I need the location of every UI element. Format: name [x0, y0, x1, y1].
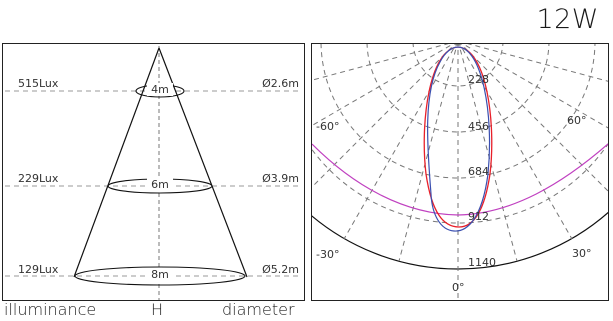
radial-r45	[460, 44, 608, 192]
angle-label-60: 60°	[567, 114, 587, 127]
polar-ring-outer	[312, 211, 608, 270]
footer-illuminance: illuminance	[4, 300, 97, 319]
angle-label-minus60: -60°	[316, 120, 339, 133]
radial-l30	[343, 44, 457, 240]
diameter-label-4m: Ø2.6m	[262, 77, 299, 90]
curve-magenta	[312, 143, 608, 216]
curve-blue	[427, 46, 491, 232]
radial-l75	[312, 44, 449, 81]
lux-label-6m: 229Lux	[18, 172, 59, 185]
cone-diagram: 4m 6m 8m 515Lux 229Lux 129Lux Ø2.6m Ø3.9…	[5, 46, 302, 300]
radial-l60	[312, 44, 454, 127]
radial-r15	[458, 44, 518, 262]
cone-diagram-panel: 4m 6m 8m 515Lux 229Lux 129Lux Ø2.6m Ø3.9…	[2, 43, 305, 301]
lux-label-4m: 515Lux	[18, 77, 59, 90]
radial-l15	[398, 44, 458, 262]
ring-label-228: 228	[468, 73, 489, 86]
radial-r60	[462, 44, 608, 129]
ring-label-912: 912	[468, 210, 489, 223]
beam-ellipse-8m	[74, 266, 246, 286]
label-bg-6m	[147, 178, 173, 191]
cone-left-edge	[73, 47, 160, 278]
wattage-title: 12W	[536, 4, 599, 35]
polar-radials	[312, 44, 608, 300]
diameter-label-8m: Ø5.2m	[262, 263, 299, 276]
radial-r30	[459, 44, 573, 240]
polar-ring-4	[312, 143, 608, 224]
diameter-label-6m: Ø3.9m	[262, 172, 299, 185]
height-label-8m: 8m	[151, 268, 169, 281]
polar-ring-3	[320, 44, 596, 179]
curve-red	[423, 46, 493, 228]
polar-grid	[312, 44, 608, 300]
lux-label-8m: 129Lux	[18, 263, 59, 276]
footer-diameter: diameter	[222, 300, 295, 319]
height-label-6m: 6m	[151, 178, 169, 191]
angle-label-minus30: -30°	[316, 248, 339, 261]
footer-height: H	[151, 300, 164, 319]
radial-r75	[467, 44, 608, 82]
cone-right-edge	[158, 47, 248, 278]
label-bg-8m	[147, 268, 173, 281]
angle-label-30: 30°	[572, 247, 592, 260]
angle-label-0: 0°	[452, 281, 465, 294]
height-label-4m: 4m	[151, 83, 169, 96]
polar-diagram: 228 456 684 912 1140 -60° 60° -30° 30° 0…	[312, 44, 608, 300]
polar-diagram-panel: 228 456 684 912 1140 -60° 60° -30° 30° 0…	[311, 43, 609, 301]
label-bg-4m	[147, 83, 173, 96]
radial-l45	[312, 44, 456, 188]
ring-label-1140: 1140	[468, 256, 496, 269]
ring-label-456: 456	[468, 120, 489, 133]
ring-label-684: 684	[468, 165, 489, 178]
